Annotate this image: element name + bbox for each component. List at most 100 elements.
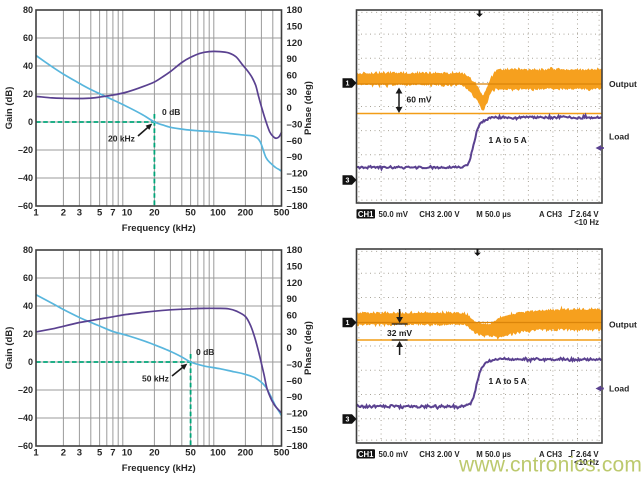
svg-text:3: 3 bbox=[77, 448, 82, 459]
svg-text:7: 7 bbox=[110, 208, 115, 219]
svg-text:–60: –60 bbox=[18, 201, 33, 211]
svg-text:0 dB: 0 dB bbox=[196, 347, 214, 357]
svg-text:–150: –150 bbox=[287, 425, 308, 436]
svg-text:1: 1 bbox=[346, 320, 350, 327]
svg-text:7: 7 bbox=[110, 448, 115, 459]
svg-text:100: 100 bbox=[210, 448, 226, 459]
svg-text:120: 120 bbox=[287, 38, 303, 49]
svg-text:10: 10 bbox=[122, 448, 133, 459]
svg-text:20 kHz: 20 kHz bbox=[108, 134, 135, 144]
svg-text:–30: –30 bbox=[287, 120, 303, 131]
svg-text:20: 20 bbox=[23, 89, 33, 99]
svg-text:A CH3: A CH3 bbox=[539, 210, 563, 219]
svg-text:10: 10 bbox=[122, 208, 133, 219]
svg-text:60 mV: 60 mV bbox=[407, 95, 432, 105]
svg-text:90: 90 bbox=[287, 294, 298, 305]
svg-text:5: 5 bbox=[97, 448, 103, 459]
svg-text:2: 2 bbox=[61, 208, 66, 219]
svg-text:150: 150 bbox=[287, 22, 303, 33]
svg-text:40: 40 bbox=[23, 301, 33, 311]
svg-text:–40: –40 bbox=[18, 413, 33, 423]
svg-text:3: 3 bbox=[77, 208, 82, 219]
svg-text:90: 90 bbox=[287, 54, 298, 65]
svg-text:20: 20 bbox=[23, 329, 33, 339]
svg-text:120: 120 bbox=[287, 278, 303, 289]
svg-text:30: 30 bbox=[287, 327, 298, 338]
svg-text:–20: –20 bbox=[18, 145, 33, 155]
svg-text:CH3 2.00 V: CH3 2.00 V bbox=[419, 210, 460, 219]
svg-text:www.cntronics.com: www.cntronics.com bbox=[458, 454, 642, 477]
svg-text:500: 500 bbox=[274, 448, 290, 459]
svg-text:–120: –120 bbox=[287, 169, 308, 180]
svg-text:200: 200 bbox=[237, 448, 253, 459]
svg-text:30: 30 bbox=[287, 87, 298, 98]
svg-text:60: 60 bbox=[23, 33, 33, 43]
svg-text:–60: –60 bbox=[287, 136, 303, 147]
svg-text:CH3 2.00 V: CH3 2.00 V bbox=[419, 450, 460, 459]
svg-text:180: 180 bbox=[287, 5, 303, 16]
svg-text:–90: –90 bbox=[287, 392, 303, 403]
svg-text:<10 Hz: <10 Hz bbox=[574, 218, 599, 227]
svg-text:0 dB: 0 dB bbox=[162, 107, 180, 117]
svg-text:Gain (dB): Gain (dB) bbox=[4, 87, 15, 130]
svg-text:0: 0 bbox=[287, 343, 292, 354]
svg-text:0: 0 bbox=[28, 117, 33, 127]
svg-text:180: 180 bbox=[287, 245, 303, 256]
svg-text:–180: –180 bbox=[287, 441, 308, 452]
svg-text:1: 1 bbox=[33, 208, 39, 219]
svg-text:200: 200 bbox=[237, 208, 253, 219]
svg-text:–120: –120 bbox=[287, 409, 308, 420]
svg-text:1 A to 5 A: 1 A to 5 A bbox=[489, 376, 527, 386]
svg-text:–150: –150 bbox=[287, 185, 308, 196]
svg-text:M 50.0 µs: M 50.0 µs bbox=[476, 450, 511, 459]
svg-text:2.64 V: 2.64 V bbox=[576, 450, 599, 459]
svg-text:Frequency (kHz): Frequency (kHz) bbox=[122, 223, 196, 234]
svg-text:1: 1 bbox=[33, 448, 39, 459]
svg-text:2.64 V: 2.64 V bbox=[576, 210, 599, 219]
svg-text:<10 Hz: <10 Hz bbox=[574, 458, 599, 467]
svg-text:3: 3 bbox=[346, 417, 350, 424]
svg-text:Phase (deg): Phase (deg) bbox=[303, 321, 314, 375]
svg-text:–60: –60 bbox=[287, 376, 303, 387]
svg-text:Output: Output bbox=[609, 79, 637, 89]
svg-text:60: 60 bbox=[23, 273, 33, 283]
svg-text:100: 100 bbox=[210, 208, 226, 219]
svg-text:20: 20 bbox=[149, 208, 160, 219]
svg-text:150: 150 bbox=[287, 262, 303, 273]
svg-text:50: 50 bbox=[185, 208, 196, 219]
svg-text:1: 1 bbox=[346, 81, 350, 88]
svg-text:80: 80 bbox=[23, 5, 33, 15]
svg-text:80: 80 bbox=[23, 245, 33, 255]
svg-text:2: 2 bbox=[61, 448, 66, 459]
svg-text:Load: Load bbox=[609, 132, 629, 142]
svg-text:CH1: CH1 bbox=[358, 450, 374, 459]
svg-text:32 mV: 32 mV bbox=[387, 328, 412, 338]
svg-text:50.0 mV: 50.0 mV bbox=[379, 210, 409, 219]
svg-text:CH1: CH1 bbox=[358, 210, 374, 219]
svg-text:–90: –90 bbox=[287, 152, 303, 163]
svg-text:–60: –60 bbox=[18, 441, 33, 451]
svg-text:Gain (dB): Gain (dB) bbox=[4, 327, 15, 370]
svg-text:500: 500 bbox=[274, 208, 290, 219]
svg-text:20: 20 bbox=[149, 448, 160, 459]
svg-text:A CH3: A CH3 bbox=[539, 450, 563, 459]
svg-text:–20: –20 bbox=[18, 385, 33, 395]
svg-text:40: 40 bbox=[23, 61, 33, 71]
svg-text:–180: –180 bbox=[287, 201, 308, 212]
svg-text:60: 60 bbox=[287, 71, 298, 82]
svg-text:Load: Load bbox=[609, 384, 629, 394]
svg-text:3: 3 bbox=[346, 178, 350, 185]
svg-text:50: 50 bbox=[185, 448, 196, 459]
svg-text:50 kHz: 50 kHz bbox=[142, 374, 169, 384]
svg-text:Phase (deg): Phase (deg) bbox=[303, 81, 314, 135]
svg-text:–30: –30 bbox=[287, 360, 303, 371]
svg-text:60: 60 bbox=[287, 311, 298, 322]
svg-text:Output: Output bbox=[609, 320, 637, 330]
svg-text:0: 0 bbox=[28, 357, 33, 367]
svg-text:M 50.0 µs: M 50.0 µs bbox=[476, 210, 511, 219]
svg-text:50.0 mV: 50.0 mV bbox=[379, 450, 409, 459]
svg-text:–40: –40 bbox=[18, 173, 33, 183]
svg-text:0: 0 bbox=[287, 103, 292, 114]
svg-text:Frequency (kHz): Frequency (kHz) bbox=[122, 463, 196, 474]
svg-text:5: 5 bbox=[97, 208, 103, 219]
